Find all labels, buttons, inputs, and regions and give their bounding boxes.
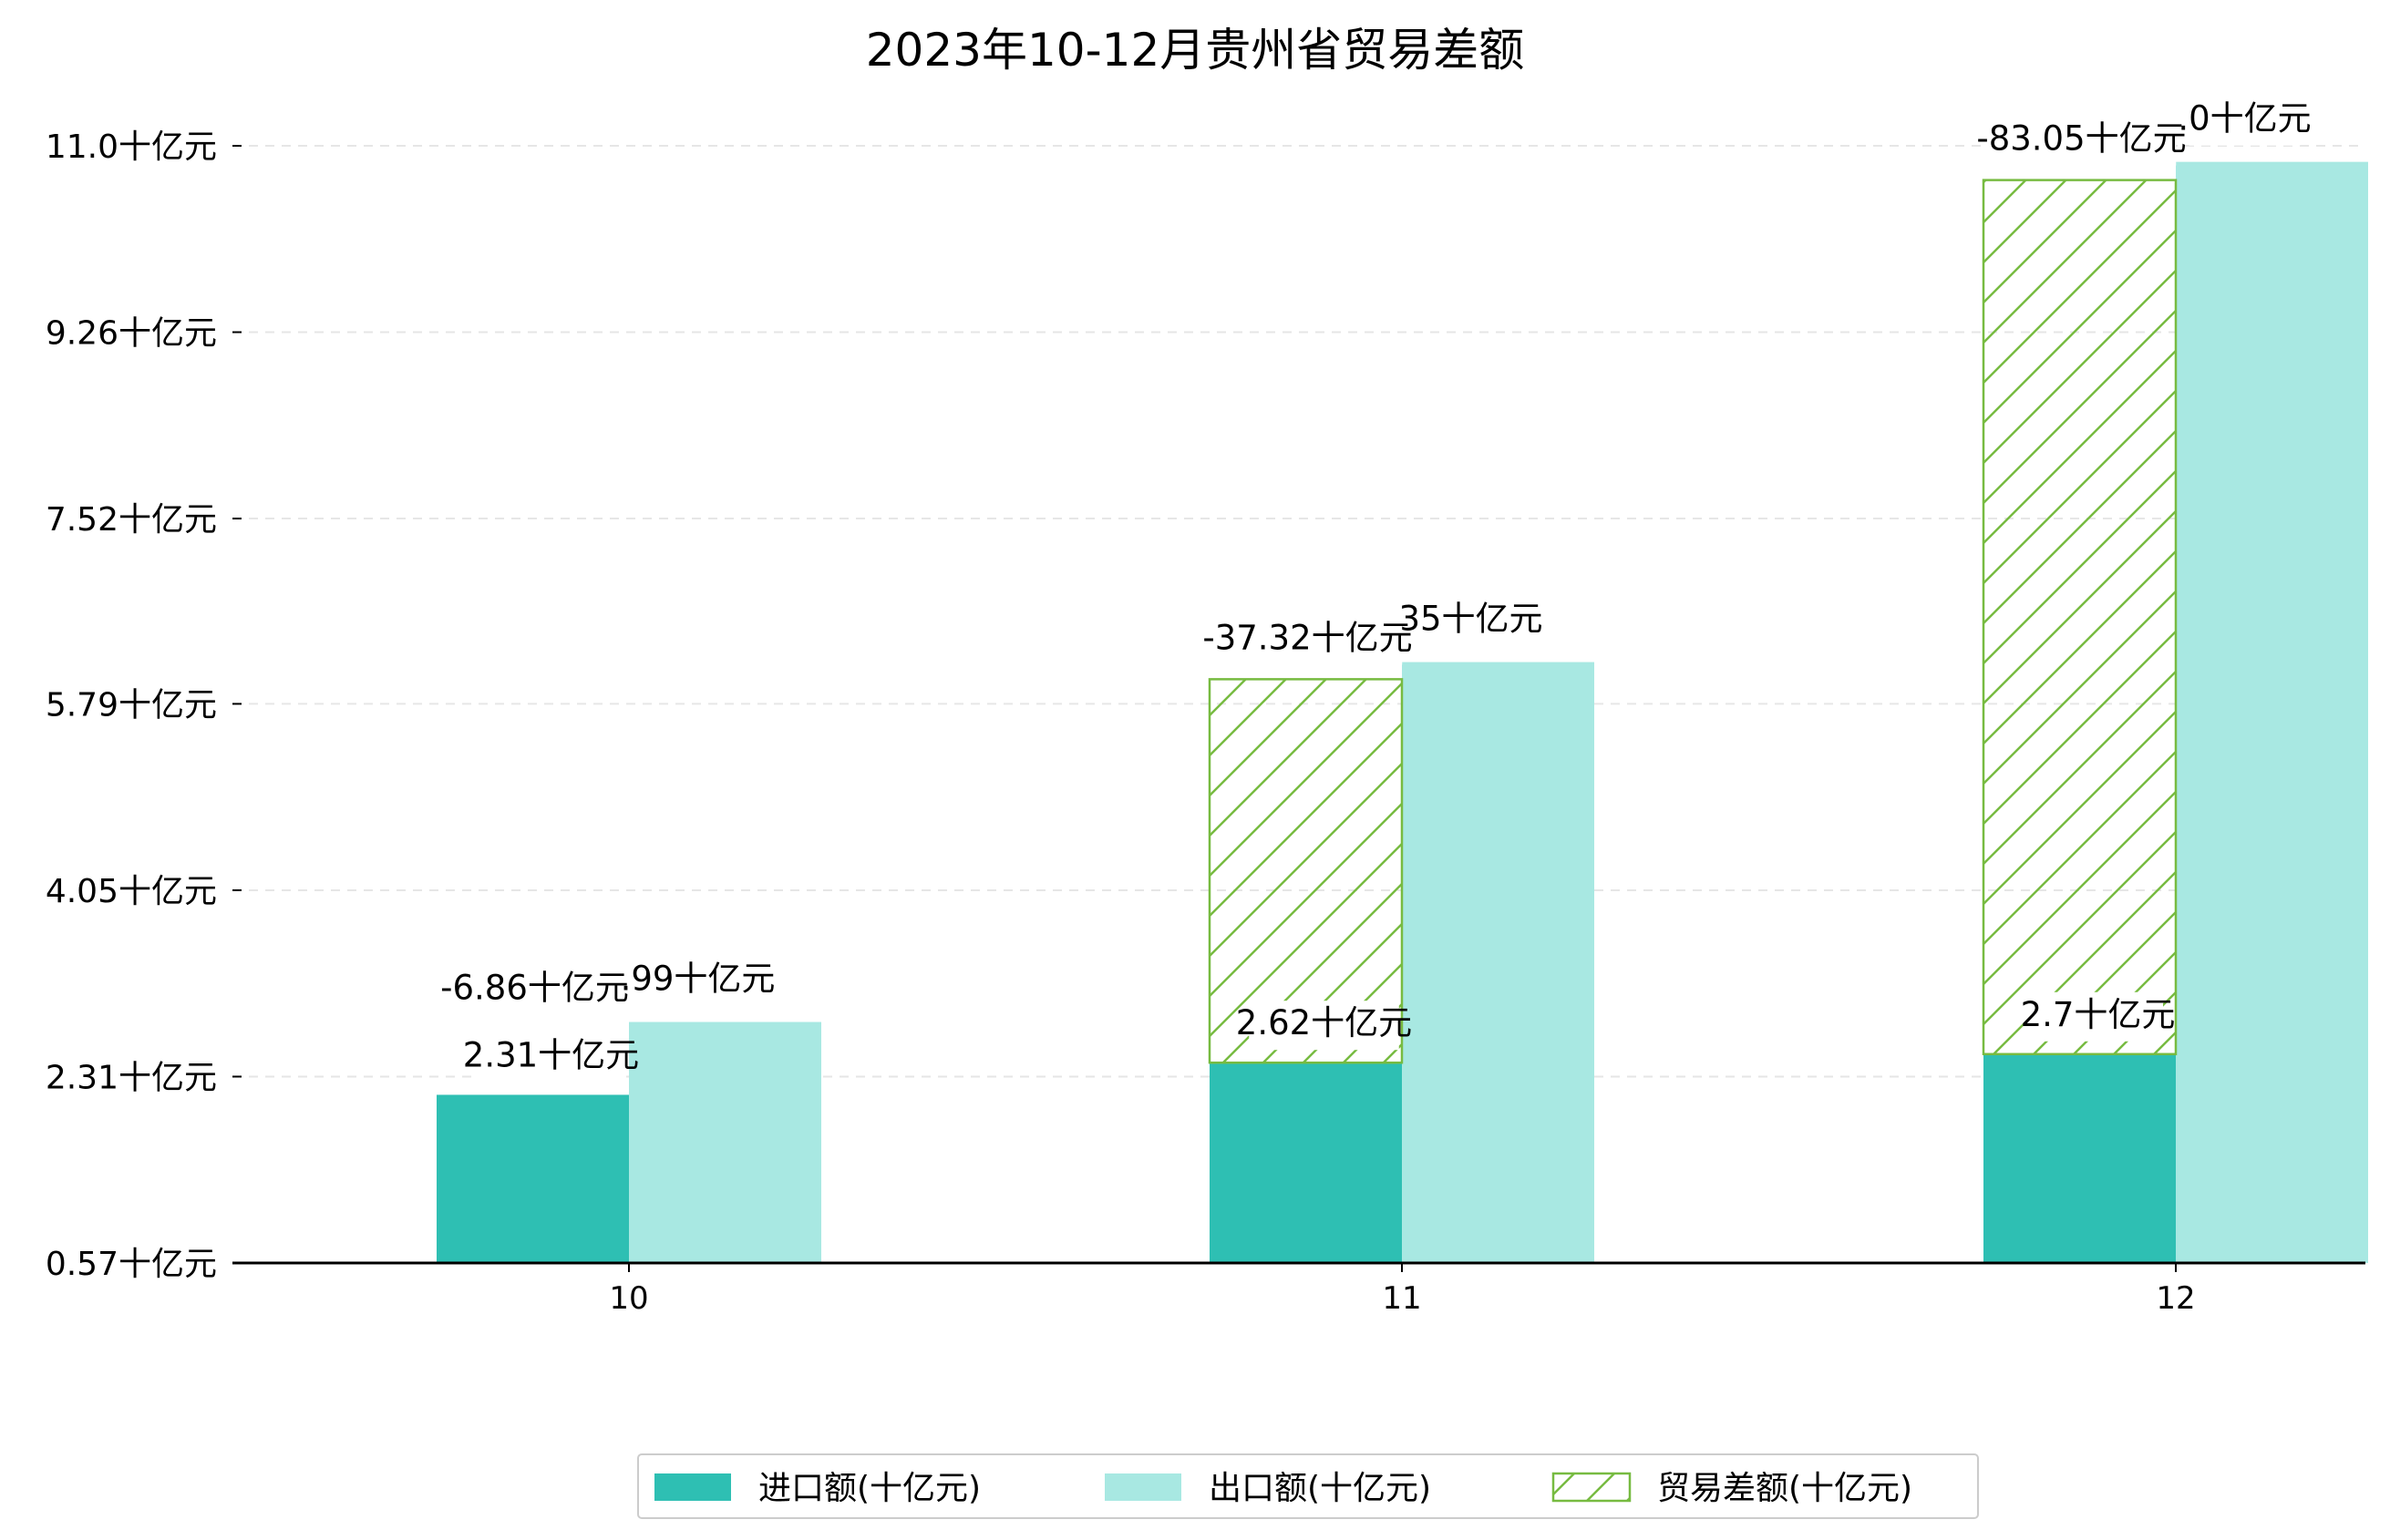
bar-import <box>1210 1063 1402 1263</box>
legend-label-export: 出口额(十亿元) <box>1209 1470 1431 1507</box>
label-balance: -6.86十亿元 <box>440 968 629 1007</box>
legend-label-import: 进口额(十亿元) <box>758 1470 981 1507</box>
label-balance: -83.05十亿元 <box>1976 119 2186 159</box>
y-tick-label: 4.05十亿元 <box>46 873 217 910</box>
x-tick-label: 12 <box>2156 1280 2195 1317</box>
y-tick-label: 5.79十亿元 <box>46 686 217 724</box>
label-balance-bg <box>1986 116 2177 166</box>
x-tick-label: 10 <box>609 1280 648 1317</box>
bars <box>437 161 2368 1263</box>
label-import: 2.31十亿元 <box>463 1035 639 1074</box>
x-tick-label: 11 <box>1382 1280 1421 1317</box>
label-import: 2.62十亿元 <box>1236 1003 1412 1042</box>
label-import-bg <box>2033 991 2163 1042</box>
bar-import <box>1983 1053 2176 1263</box>
bar-export <box>1402 662 1594 1263</box>
label-export: 35十亿元 <box>1398 600 1542 639</box>
legend-swatch-import <box>654 1473 731 1501</box>
x-axis: 10 11 12 <box>232 1261 2365 1317</box>
label-export-bg <box>1415 596 1527 646</box>
bar-import <box>437 1094 629 1263</box>
data-labels: 2.31十亿元 .99十亿元-6.86十亿元 2.62十亿元 35十亿元-37.32十… <box>440 96 2312 1083</box>
label-import-bg <box>1249 1001 1399 1051</box>
label-import-bg <box>476 1032 626 1083</box>
label-export-bg <box>633 956 763 1006</box>
label-balance: -37.32十亿元 <box>1202 618 1412 657</box>
legend-swatch-balance <box>1551 1472 1632 1503</box>
label-import: 2.7十亿元 <box>2021 995 2176 1034</box>
bar-balance <box>1208 678 1404 1064</box>
label-export-bg <box>2189 96 2301 146</box>
chart-title: 2023年10-12月贵州省贸易差额 <box>866 24 1525 77</box>
legend-swatch-export <box>1105 1473 1181 1501</box>
y-tick-label: 2.31十亿元 <box>46 1059 217 1096</box>
bar-export <box>629 1022 821 1263</box>
label-export: .0十亿元 <box>2178 99 2311 139</box>
y-tick-label: 9.26十亿元 <box>46 315 217 353</box>
y-tick-label: 0.57十亿元 <box>46 1246 217 1283</box>
label-balance-bg <box>1212 615 1403 665</box>
label-balance-bg <box>449 965 620 1015</box>
y-tick-label: 11.0十亿元 <box>46 128 217 166</box>
legend-frame <box>637 1453 1979 1519</box>
legend: 进口额(十亿元) 出口额(十亿元) 贸易差额(十亿元) <box>637 1453 1979 1519</box>
label-export: .99十亿元 <box>621 960 776 999</box>
bar-export <box>2176 161 2368 1263</box>
legend-label-balance: 贸易差额(十亿元) <box>1657 1470 1912 1507</box>
y-axis: 0.57十亿元 2.31十亿元 4.05十亿元 5.79十亿元 7.52十亿元 9.26十… <box>46 128 242 1283</box>
y-tick-label: 7.52十亿元 <box>46 501 217 539</box>
bar-balance <box>1982 179 2178 1056</box>
